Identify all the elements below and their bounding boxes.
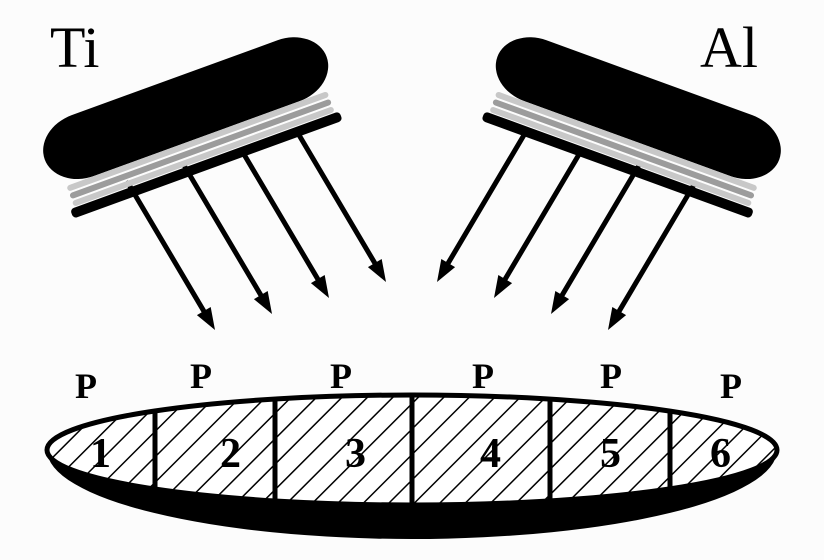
diagram-stage: Ti Al 1 2 3 4 5 6	[0, 0, 824, 560]
svg-text:1: 1	[90, 431, 111, 477]
substrate-disk: 1 2 3 4 5 6	[47, 390, 777, 539]
svg-text:3: 3	[345, 431, 366, 477]
label-ti: Ti	[50, 14, 100, 81]
svg-text:6: 6	[710, 431, 731, 477]
label-al: Al	[700, 14, 758, 81]
svg-text:5: 5	[600, 431, 621, 477]
region-p-label: P	[720, 365, 742, 407]
arrows-from-al	[437, 135, 695, 330]
region-p-label: P	[600, 355, 622, 397]
region-p-label: P	[330, 355, 352, 397]
region-p-label: P	[75, 365, 97, 407]
region-p-label: P	[472, 355, 494, 397]
diagram-svg: 1 2 3 4 5 6	[0, 0, 824, 560]
svg-text:4: 4	[480, 431, 501, 477]
svg-text:2: 2	[220, 431, 241, 477]
region-p-label: P	[190, 355, 212, 397]
